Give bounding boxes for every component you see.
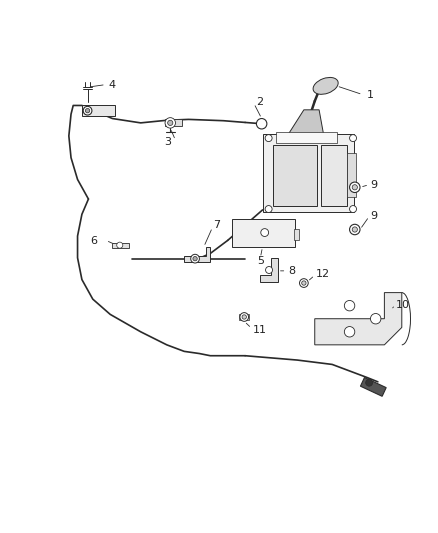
Text: P: P bbox=[278, 135, 280, 140]
Circle shape bbox=[302, 281, 306, 285]
Circle shape bbox=[350, 135, 357, 142]
Circle shape bbox=[350, 206, 357, 213]
Circle shape bbox=[344, 301, 355, 311]
Bar bbox=[165, 119, 182, 126]
Circle shape bbox=[256, 118, 267, 129]
Text: 12: 12 bbox=[316, 269, 330, 279]
Circle shape bbox=[366, 379, 373, 386]
Ellipse shape bbox=[313, 77, 338, 94]
Text: 3: 3 bbox=[309, 135, 312, 140]
Text: N: N bbox=[293, 135, 297, 140]
Text: 8: 8 bbox=[288, 266, 295, 276]
Circle shape bbox=[352, 184, 357, 190]
Circle shape bbox=[85, 109, 90, 113]
Circle shape bbox=[265, 206, 272, 213]
Circle shape bbox=[83, 107, 92, 115]
Text: 3: 3 bbox=[165, 138, 172, 148]
Circle shape bbox=[261, 229, 268, 237]
Circle shape bbox=[240, 313, 249, 321]
Text: 4: 4 bbox=[108, 79, 115, 90]
Bar bbox=[232, 219, 295, 247]
Circle shape bbox=[350, 224, 360, 235]
Text: 2: 2 bbox=[256, 97, 263, 107]
Bar bbox=[82, 106, 115, 116]
Bar bbox=[347, 154, 356, 197]
Text: 11: 11 bbox=[253, 325, 266, 335]
Circle shape bbox=[344, 327, 355, 337]
Bar bbox=[276, 133, 336, 143]
Circle shape bbox=[300, 279, 308, 287]
Circle shape bbox=[165, 118, 176, 128]
Text: 2: 2 bbox=[317, 135, 320, 140]
Bar bbox=[360, 377, 386, 397]
Text: 10: 10 bbox=[396, 300, 410, 310]
Circle shape bbox=[117, 242, 123, 248]
Circle shape bbox=[242, 315, 247, 319]
Bar bbox=[321, 144, 347, 206]
Circle shape bbox=[350, 182, 360, 192]
Bar bbox=[262, 134, 354, 212]
Circle shape bbox=[371, 313, 381, 324]
Circle shape bbox=[191, 254, 199, 263]
Text: R: R bbox=[285, 135, 289, 140]
Circle shape bbox=[193, 256, 197, 261]
Text: 5: 5 bbox=[257, 256, 264, 266]
Text: 1: 1 bbox=[325, 135, 328, 140]
Bar bbox=[239, 314, 250, 320]
Text: 7: 7 bbox=[213, 220, 220, 230]
Text: D: D bbox=[301, 135, 304, 140]
Circle shape bbox=[352, 227, 357, 232]
Bar bbox=[113, 243, 129, 248]
Polygon shape bbox=[260, 258, 278, 282]
Circle shape bbox=[265, 135, 272, 142]
Polygon shape bbox=[184, 247, 210, 262]
Bar bbox=[294, 229, 299, 239]
Text: 9: 9 bbox=[370, 180, 377, 190]
Polygon shape bbox=[315, 293, 402, 345]
Text: 6: 6 bbox=[91, 236, 98, 246]
Polygon shape bbox=[289, 110, 323, 134]
Bar bbox=[273, 144, 317, 206]
Circle shape bbox=[168, 120, 173, 125]
Circle shape bbox=[265, 266, 272, 273]
Text: 9: 9 bbox=[370, 212, 377, 221]
Text: 1: 1 bbox=[367, 90, 374, 100]
